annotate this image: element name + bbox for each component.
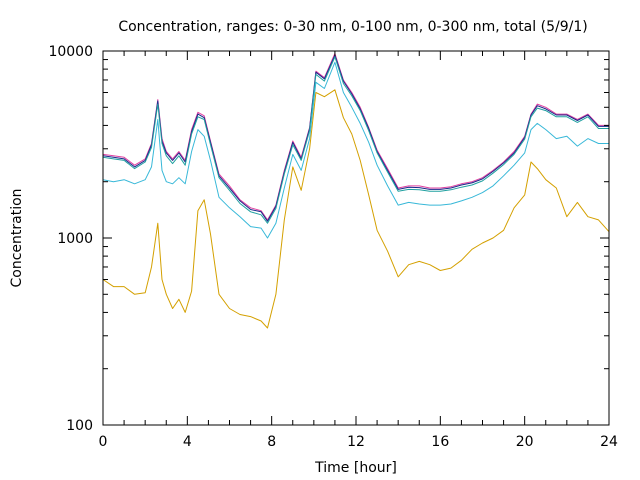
x-axis-label: Time [hour] xyxy=(314,460,397,476)
y-tick-label: 10000 xyxy=(48,44,93,60)
axis-ticks-group: 0 4 8 12 16 20 24 100 1000 10000 xyxy=(48,44,618,450)
chart-title: Concentration, ranges: 0-30 nm, 0-100 nm… xyxy=(118,19,587,35)
x-tick-label: 20 xyxy=(516,434,534,450)
series-line-5 xyxy=(102,89,610,329)
y-axis-label: Concentration xyxy=(9,188,25,287)
series-line-2 xyxy=(102,54,609,222)
y-tick-label: 1000 xyxy=(57,231,93,247)
y-tick-label: 100 xyxy=(66,418,93,434)
x-tick-label: 12 xyxy=(347,434,365,450)
x-tick-label: 8 xyxy=(267,434,276,450)
x-tick-label: 24 xyxy=(600,434,618,450)
x-tick-label: 16 xyxy=(431,434,449,450)
x-tick-label: 0 xyxy=(99,434,108,450)
plot-frame xyxy=(102,50,610,426)
series-line-1 xyxy=(102,53,609,221)
series-line-3 xyxy=(102,56,609,224)
series-line-4 xyxy=(102,61,609,239)
plot-series-group xyxy=(102,53,610,329)
x-tick-label: 4 xyxy=(183,434,192,450)
